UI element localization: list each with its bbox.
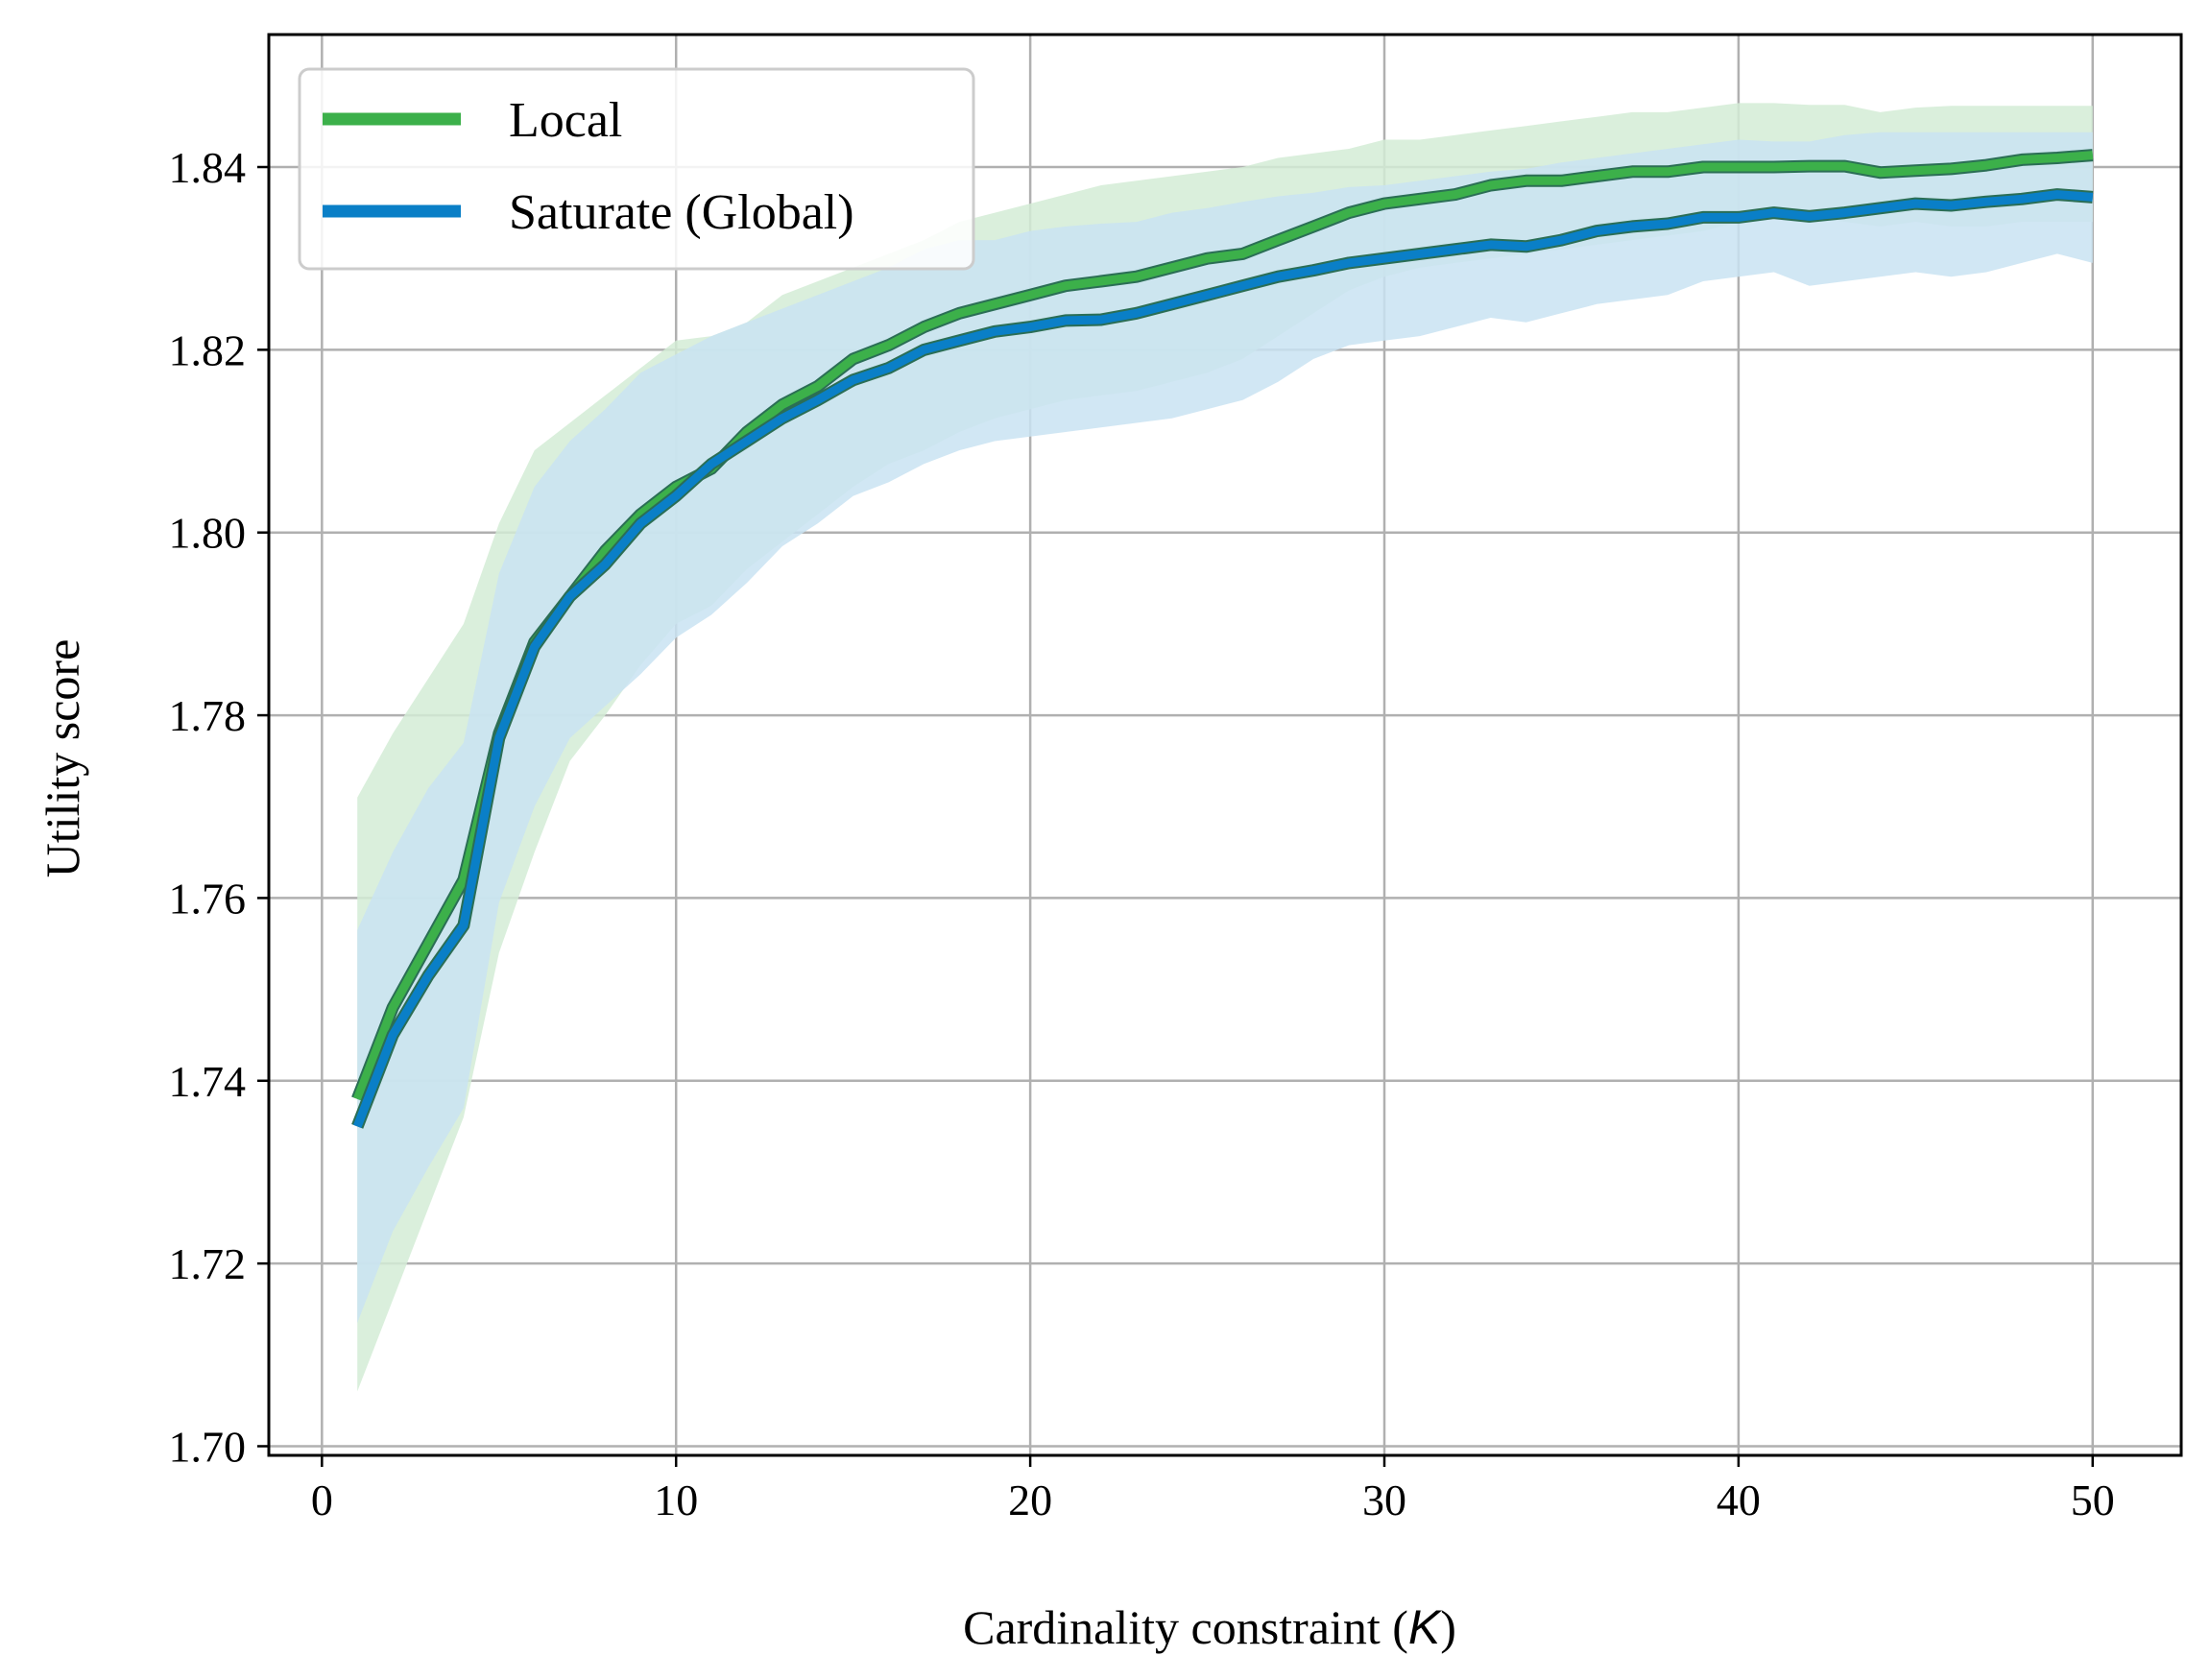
legend-box — [298, 67, 975, 271]
y-tick-label: 1.76 — [169, 874, 247, 923]
y-tick-label: 1.74 — [169, 1057, 247, 1106]
x-tick-label: 40 — [1717, 1476, 1761, 1524]
y-tick-label: 1.84 — [169, 143, 247, 192]
x-tick-label: 50 — [2071, 1476, 2115, 1524]
y-tick-label: 1.72 — [169, 1239, 247, 1288]
x-axis-ticks: 0 10 20 30 40 50 — [311, 1455, 2115, 1524]
series-lines — [351, 149, 2094, 1129]
y-tick-label: 1.82 — [169, 325, 247, 374]
y-tick-label: 1.78 — [169, 691, 247, 740]
x-tick-label: 0 — [311, 1476, 333, 1524]
x-tick-label: 10 — [654, 1476, 698, 1524]
confidence-bands — [357, 103, 2093, 1392]
plot-frame — [267, 33, 2183, 1457]
legend-label-local: Local — [509, 93, 622, 148]
x-tick-label: 20 — [1008, 1476, 1052, 1524]
line-local — [353, 151, 2094, 1101]
x-axis-title: Cardinality constraint (K) — [963, 1600, 1456, 1654]
legend-label-saturate-global: Saturate (Global) — [509, 185, 854, 240]
y-tick-label: 1.80 — [169, 509, 247, 558]
line-saturate-global — [353, 190, 2094, 1129]
band-saturate-global — [357, 132, 2093, 1323]
y-axis-ticks: 1.70 1.72 1.74 1.76 1.78 1.80 1.82 1.84 — [169, 143, 269, 1471]
x-tick-label: 30 — [1362, 1476, 1406, 1524]
y-tick-label: 1.70 — [169, 1422, 247, 1471]
legend: Local Saturate (Global) — [298, 67, 975, 271]
y-axis-title: Utility score — [36, 639, 89, 878]
